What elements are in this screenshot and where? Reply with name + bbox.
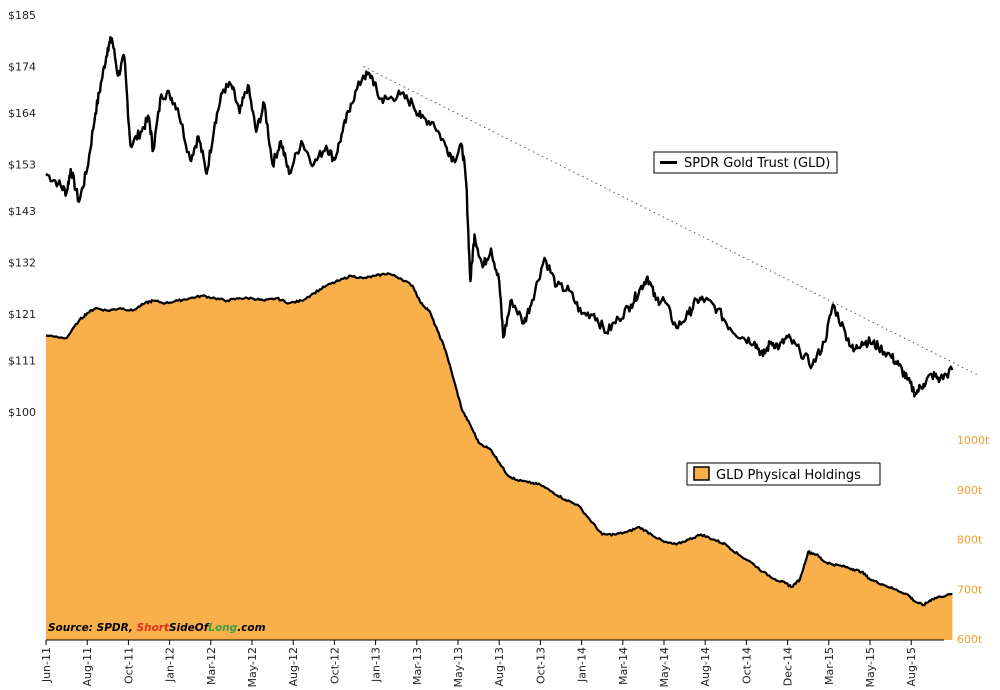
x-tick-label: Jun-11 (40, 647, 53, 683)
left-tick-label: $121 (8, 308, 36, 321)
source-prefix: Source: SPDR, (48, 622, 137, 634)
x-tick-label: May-13 (452, 647, 465, 688)
legend-gld: SPDR Gold Trust (GLD) (653, 151, 838, 174)
price-line-series (45, 36, 954, 398)
holdings-outline-series (45, 272, 953, 607)
legend-gld-box (653, 151, 838, 174)
legend-holdings-swatch (693, 466, 710, 481)
x-tick-label: Aug-13 (493, 647, 506, 686)
x-tick-label: Dec-14 (782, 647, 795, 686)
source-suffix: .com (237, 622, 265, 634)
x-tick-label: May-15 (864, 647, 877, 688)
source-long: Long (208, 622, 237, 634)
right-tick-label: 1000t (957, 434, 990, 447)
x-tick-label: Mar-13 (411, 647, 424, 685)
holdings-area-series (46, 273, 953, 640)
left-tick-label: $153 (8, 158, 36, 171)
x-tick-label: Jan-13 (370, 647, 383, 683)
x-axis-ticks: Jun-11 Aug-11 Oct-11 Jan-12 Mar-12 May-12 Aug-… (40, 640, 918, 688)
x-tick-label: Oct-13 (534, 647, 547, 684)
left-tick-label: $185 (8, 9, 36, 22)
x-tick-label: Oct-14 (740, 647, 753, 684)
legend-holdings: GLD Physical Holdings (686, 462, 881, 486)
x-tick-label: Mar-12 (205, 647, 218, 685)
right-tick-label: 800t (957, 534, 983, 547)
left-tick-label: $164 (8, 107, 36, 120)
legend-holdings-box (686, 462, 881, 486)
right-tick-label: 900t (957, 484, 983, 497)
x-tick-label: May-12 (246, 647, 259, 688)
left-tick-label: $143 (8, 205, 36, 218)
left-tick-label: $132 (8, 257, 36, 270)
x-tick-label: Oct-11 (122, 647, 135, 684)
right-tick-label: 600t (957, 633, 983, 646)
x-tick-label: Oct-12 (328, 647, 341, 684)
x-tick-label: Mar-14 (617, 647, 630, 685)
x-tick-label: Aug-11 (81, 647, 94, 686)
source-short: Short (137, 622, 170, 634)
legend-gld-label: SPDR Gold Trust (GLD) (684, 156, 830, 171)
trendline (363, 65, 978, 376)
x-tick-label: Aug-14 (699, 647, 712, 686)
x-tick-label: Mar-15 (823, 647, 836, 685)
left-tick-label: $100 (8, 406, 36, 419)
x-tick-label: Aug-12 (287, 647, 300, 686)
right-axis-ticks: 1000t 900t 800t 700t 600t (957, 434, 990, 646)
left-axis-ticks: $185 $174 $164 $153 $143 $132 $121 $111 $100 (8, 9, 36, 419)
x-tick-label: Jan-12 (164, 647, 177, 683)
left-tick-label: $174 (8, 60, 36, 73)
right-tick-label: 700t (957, 583, 983, 596)
x-tick-label: Jan-14 (576, 647, 589, 683)
source-sideof: SideOf (169, 622, 210, 634)
x-tick-label: May-14 (658, 647, 671, 688)
x-tick-label: Aug-15 (905, 647, 918, 686)
legend-holdings-label: GLD Physical Holdings (716, 468, 861, 483)
source-note: Source: SPDR, ShortSideOfLong.com (48, 622, 266, 634)
left-tick-label: $111 (8, 355, 36, 368)
